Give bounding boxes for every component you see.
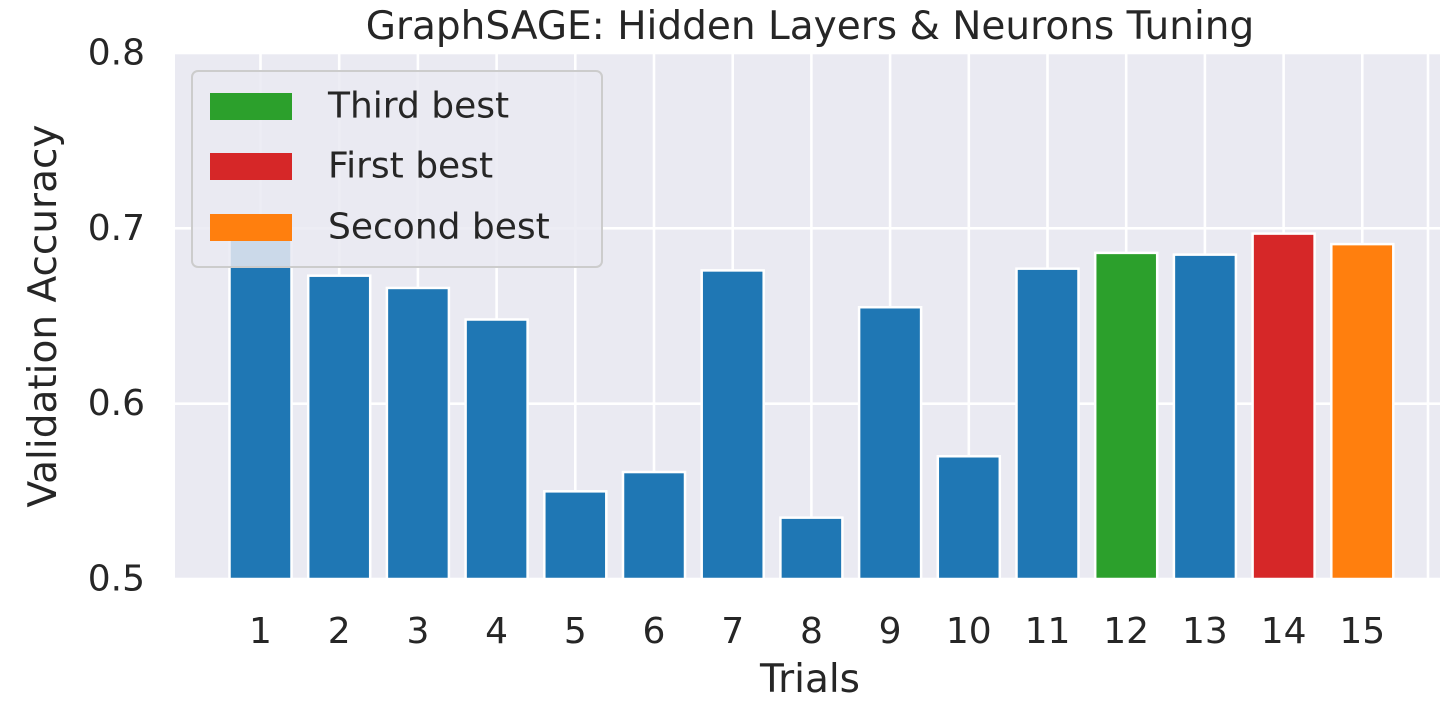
legend-label-second-best: Second best bbox=[328, 207, 550, 248]
bar-trial-12 bbox=[1093, 251, 1159, 581]
bar-trial-9 bbox=[857, 305, 923, 581]
legend-box bbox=[191, 70, 603, 268]
x-tick-label: 13 bbox=[1182, 611, 1228, 652]
x-tick-label: 6 bbox=[643, 611, 666, 652]
x-axis-label: Trials bbox=[759, 657, 860, 701]
chart-title: GraphSAGE: Hidden Layers & Neurons Tunin… bbox=[366, 4, 1255, 49]
bar-trial-10 bbox=[936, 455, 1002, 581]
y-tick-label: 0.5 bbox=[88, 559, 145, 600]
bar-trial-2 bbox=[306, 274, 372, 581]
x-tick-label: 15 bbox=[1339, 611, 1385, 652]
x-tick-label: 10 bbox=[946, 611, 992, 652]
bar-trial-7 bbox=[700, 269, 765, 581]
bar-trial-15 bbox=[1330, 242, 1395, 581]
y-axis-label: Validation Accuracy bbox=[21, 124, 66, 507]
bar-trial-11 bbox=[1015, 267, 1080, 581]
x-axis-ticks: 1 2 3 4 5 6 7 8 9 10 11 12 13 14 15 bbox=[249, 611, 1385, 652]
x-tick-label: 7 bbox=[721, 611, 744, 652]
y-tick-label: 0.8 bbox=[88, 33, 145, 74]
legend-label-third-best: Third best bbox=[327, 86, 509, 127]
x-tick-label: 1 bbox=[249, 611, 272, 652]
bars bbox=[228, 227, 1395, 581]
bar-trial-14 bbox=[1251, 232, 1316, 581]
x-tick-label: 9 bbox=[879, 611, 902, 652]
legend-swatch-first-best bbox=[210, 153, 292, 180]
bar-trial-3 bbox=[385, 286, 451, 581]
x-tick-label: 3 bbox=[406, 611, 429, 652]
y-tick-label: 0.6 bbox=[88, 383, 145, 424]
legend-label-first-best: First best bbox=[328, 146, 493, 187]
x-tick-label: 11 bbox=[1025, 611, 1071, 652]
x-tick-label: 8 bbox=[800, 611, 823, 652]
bar-trial-8 bbox=[779, 516, 844, 581]
x-tick-label: 12 bbox=[1103, 611, 1149, 652]
legend-swatch-third-best bbox=[210, 93, 292, 120]
legend: Third best First best Second best bbox=[191, 70, 603, 268]
bar-trial-5 bbox=[543, 490, 608, 581]
x-tick-label: 5 bbox=[564, 611, 587, 652]
bar-trial-6 bbox=[621, 470, 687, 581]
y-tick-label: 0.7 bbox=[88, 208, 145, 249]
bar-trial-1 bbox=[228, 227, 293, 581]
bar-trial-4 bbox=[464, 318, 529, 581]
bar-trial-13 bbox=[1172, 253, 1238, 581]
y-axis-ticks: 0.5 0.6 0.7 0.8 bbox=[88, 33, 145, 600]
x-tick-label: 4 bbox=[485, 611, 508, 652]
x-tick-label: 14 bbox=[1261, 611, 1307, 652]
legend-swatch-second-best bbox=[210, 214, 292, 241]
x-tick-label: 2 bbox=[328, 611, 351, 652]
